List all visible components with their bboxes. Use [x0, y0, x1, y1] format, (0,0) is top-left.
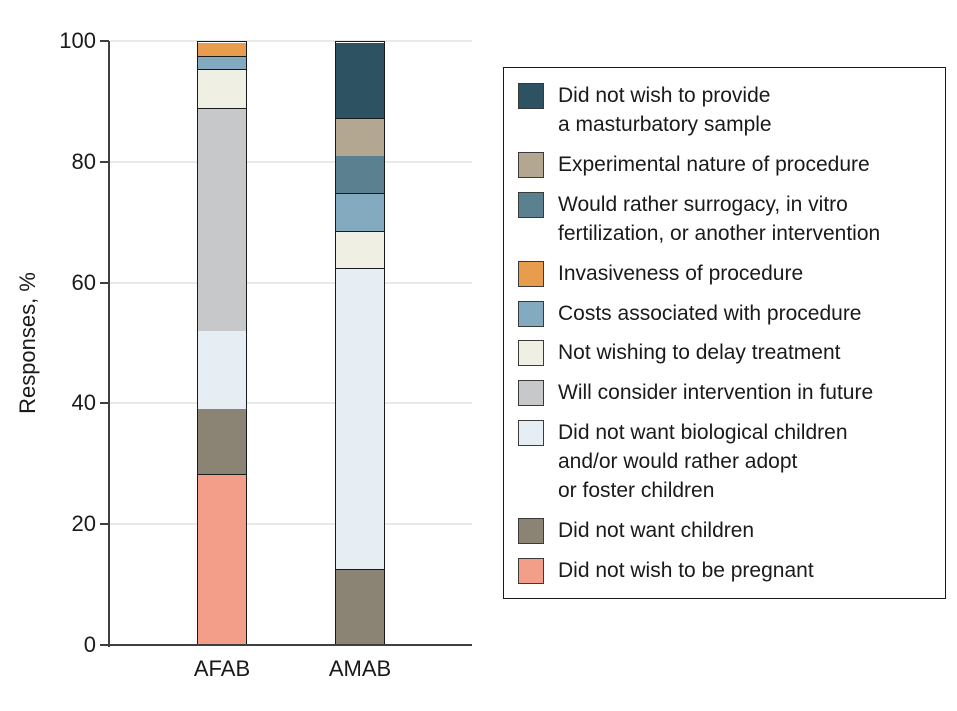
legend-item: Will consider intervention in future	[518, 378, 931, 407]
bar-segment	[336, 193, 384, 231]
bar-segment	[198, 408, 246, 475]
y-tick-label-100: 100	[59, 28, 96, 53]
segment-divider	[198, 107, 246, 110]
y-tick-label-40: 40	[71, 390, 96, 416]
bar-segment	[198, 69, 246, 109]
bar-segment	[198, 56, 246, 70]
y-tick-mark-20	[100, 523, 109, 526]
segment-divider	[198, 407, 246, 410]
segment-divider	[336, 267, 384, 270]
legend-swatch	[518, 518, 544, 544]
legend-label: Experimental nature of procedure	[558, 152, 870, 176]
segment-divider	[198, 329, 246, 332]
y-tick-label-0: 0	[83, 632, 96, 657]
y-tick-mark-60	[100, 281, 109, 284]
y-axis-line	[108, 41, 110, 647]
y-tick-label-60: 60	[71, 269, 96, 295]
bar-segment	[198, 108, 246, 331]
segment-divider	[336, 117, 384, 119]
legend-label: Costs associated with procedure	[558, 301, 862, 325]
legend-item: Did not want biological children and/or …	[518, 418, 931, 505]
legend-item: Costs associated with procedure	[518, 299, 931, 328]
legend-label: Not wishing to delay treatment	[558, 341, 841, 365]
legend-swatch	[518, 83, 544, 109]
segment-divider	[198, 55, 246, 57]
x-category-label-amab: AMAB	[328, 656, 392, 681]
legend-swatch	[518, 260, 544, 287]
gridline-40	[110, 402, 472, 405]
legend-label: Did not want children	[558, 519, 755, 542]
y-tick-mark-100	[100, 40, 109, 42]
legend-item: Invasiveness of procedure	[518, 259, 931, 288]
segment-divider	[336, 192, 384, 194]
y-tick-mark-40	[100, 402, 109, 405]
gridline-80	[110, 160, 472, 163]
legend-swatch	[518, 300, 544, 327]
y-tick-label-20: 20	[71, 511, 96, 537]
y-tick-mark-0	[100, 644, 109, 646]
gridline-60	[110, 281, 472, 284]
bar-segment	[336, 230, 384, 269]
legend-swatch	[518, 557, 544, 584]
y-tick-label-80: 80	[71, 148, 96, 174]
stacked-bar-amab	[335, 41, 385, 645]
gridline-100	[110, 40, 472, 42]
segment-divider	[336, 230, 384, 232]
legend-label: Did not want biological children and/or …	[558, 421, 848, 503]
bar-segment	[198, 330, 246, 409]
legend-label: Did not wish to be pregnant	[558, 558, 814, 582]
gridline-20	[110, 523, 472, 526]
legend-swatch	[518, 420, 544, 447]
legend-item: Did not wish to provide a masturbatory s…	[518, 81, 931, 139]
legend-swatch	[518, 380, 544, 407]
bar-segment	[198, 474, 246, 644]
legend-item: Would rather surrogacy, in vitro fertili…	[518, 190, 931, 248]
x-axis-line	[108, 644, 472, 646]
x-category-label-afab: AFAB	[193, 656, 251, 681]
legend-swatch	[518, 151, 544, 178]
legend-item: Did not want children	[518, 516, 931, 545]
bar-segment	[198, 43, 246, 57]
plot-area	[110, 40, 472, 645]
bar-segment	[336, 118, 384, 156]
segment-divider	[198, 68, 246, 71]
segment-divider	[336, 568, 384, 570]
legend-label: Would rather surrogacy, in vitro fertili…	[558, 192, 881, 245]
legend: Did not wish to provide a masturbatory s…	[503, 67, 946, 599]
segment-divider	[336, 154, 384, 157]
legend-label: Will consider intervention in future	[558, 381, 874, 405]
legend-swatch	[518, 191, 544, 218]
legend-swatch	[518, 340, 544, 367]
segment-divider	[198, 473, 246, 475]
bar-segment	[336, 155, 384, 194]
bar-segment	[336, 43, 384, 119]
stacked-bar-afab	[197, 41, 247, 645]
legend-item: Experimental nature of procedure	[518, 150, 931, 179]
y-tick-mark-80	[100, 160, 109, 163]
legend-label: Invasiveness of procedure	[558, 261, 804, 285]
legend-label: Did not wish to provide a masturbatory s…	[558, 84, 772, 136]
bar-segment	[336, 268, 384, 569]
legend-item: Did not wish to be pregnant	[518, 556, 931, 585]
legend-item: Not wishing to delay treatment	[518, 338, 931, 367]
bar-segment	[336, 568, 384, 644]
